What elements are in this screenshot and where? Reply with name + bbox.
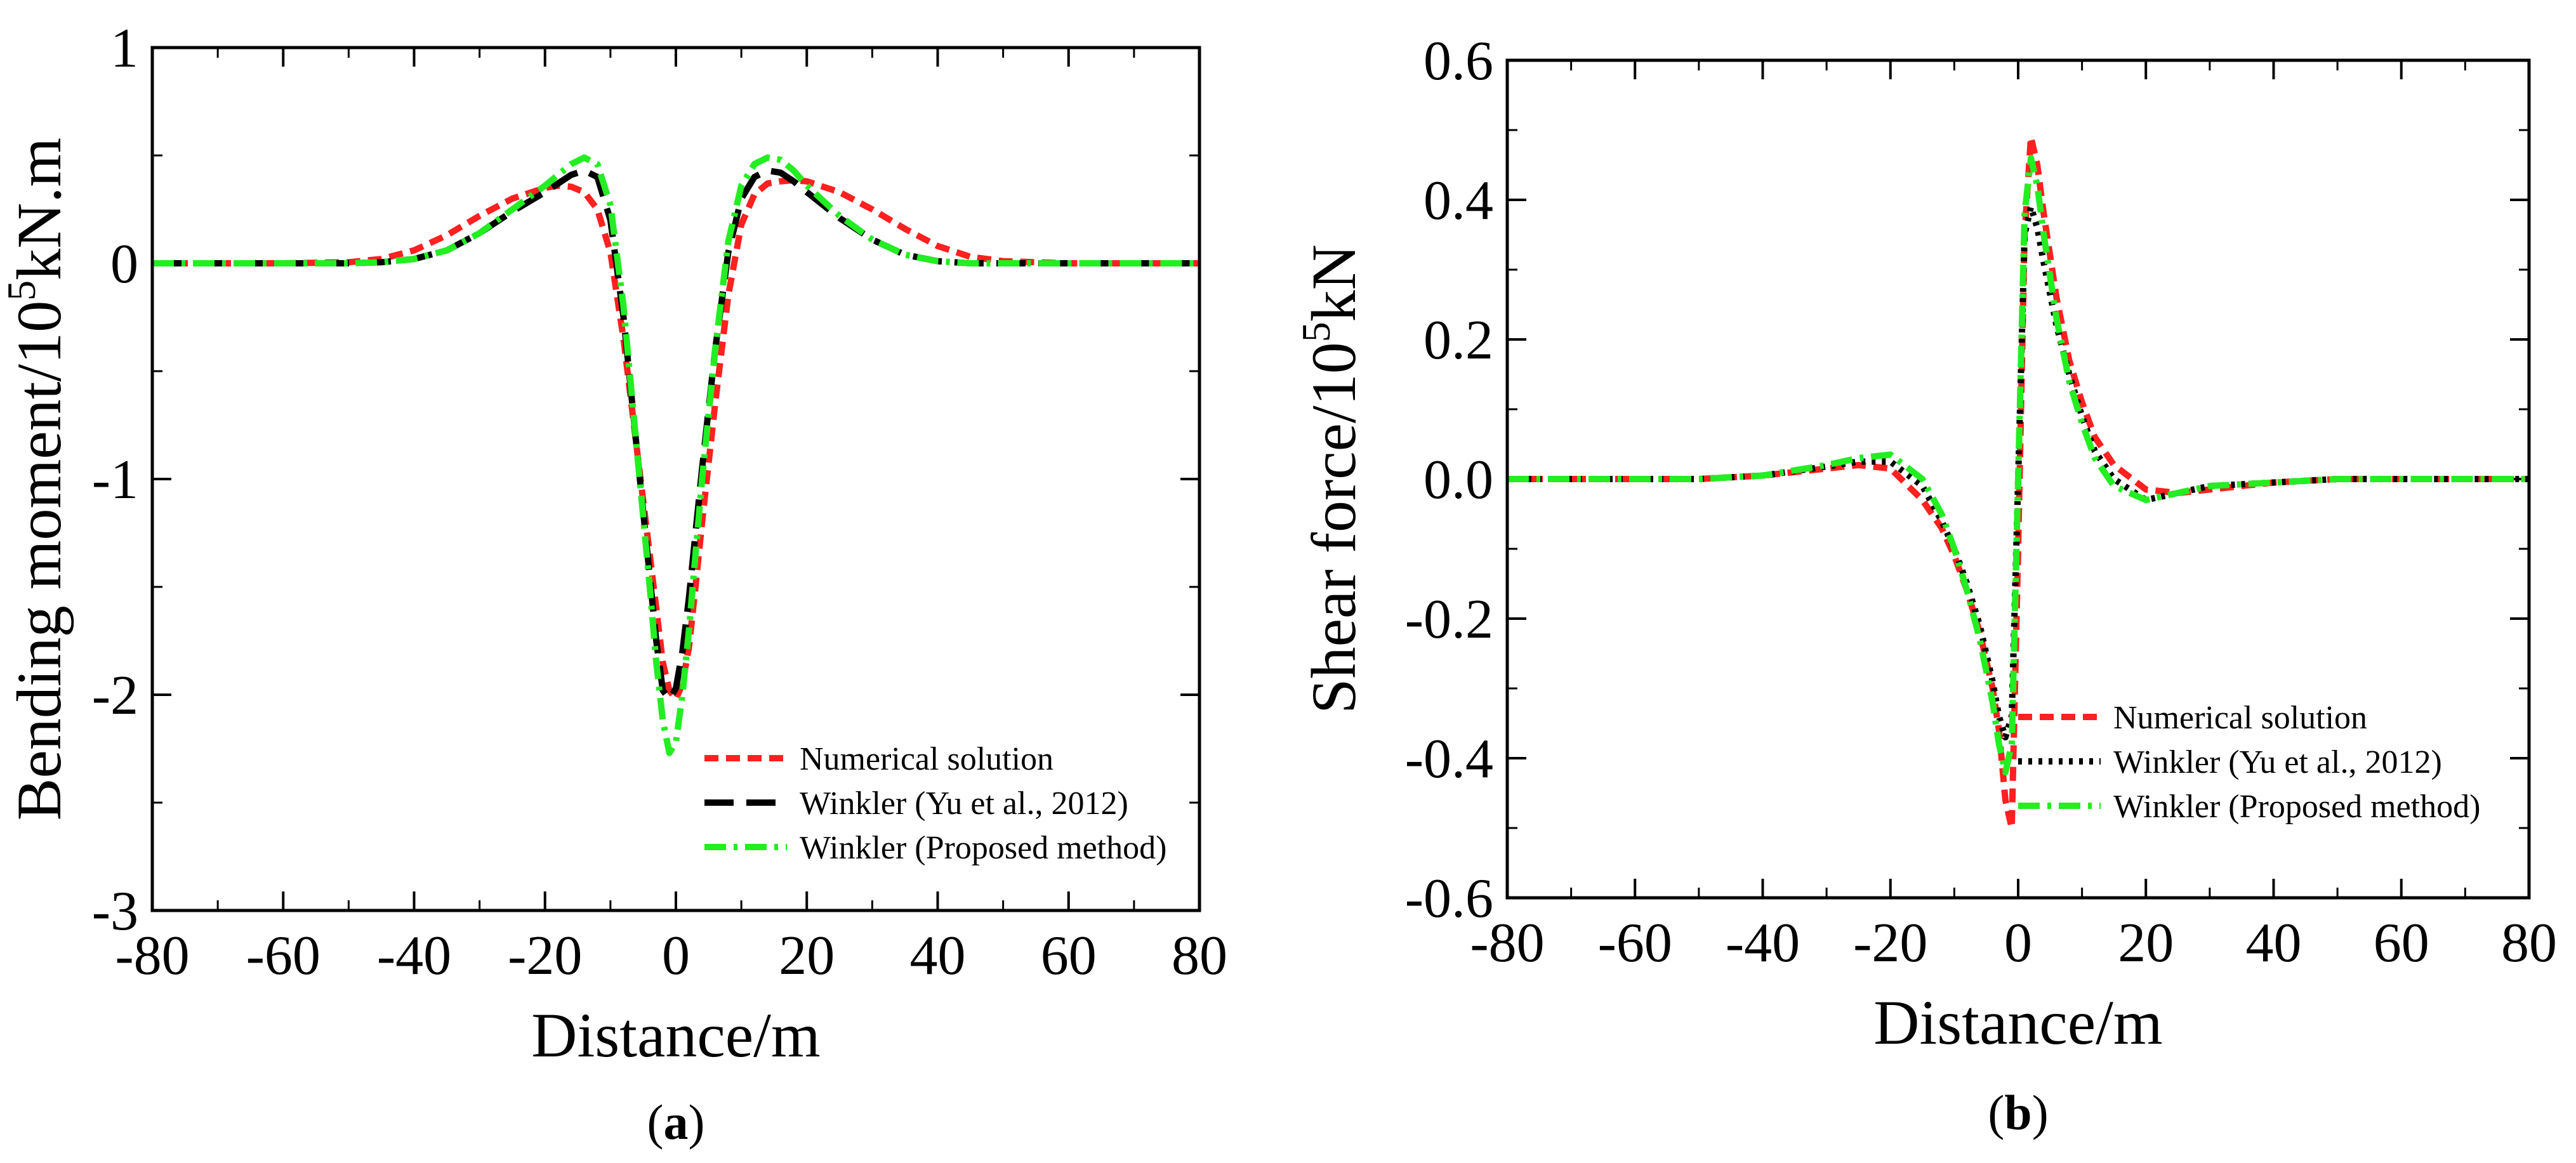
y-axis-title-sup: 5 (1293, 322, 1338, 342)
x-tick-label: 80 (2501, 912, 2557, 974)
x-tick-label: 40 (2246, 912, 2302, 974)
y-axis-title-sup: 5 (0, 280, 44, 301)
x-tick-label: 60 (1041, 925, 1097, 987)
series-line-yu (152, 167, 1199, 702)
y-axis-title-main: Bending moment/10 (4, 301, 74, 820)
legend-label: Winkler (Yu et al., 2012) (2113, 744, 2442, 780)
x-tick-label: -60 (246, 925, 320, 987)
y-axis-title-unit: kN.m (4, 138, 74, 280)
x-tick-label: -80 (1470, 912, 1544, 974)
legend-label: Winkler (Proposed method) (2113, 789, 2480, 825)
plot-frame (150, 46, 1201, 912)
y-axis-title-unit: kN (1298, 244, 1369, 322)
legend-label: Numerical solution (800, 741, 1054, 777)
series-line-proposed (1507, 155, 2529, 775)
plot-frame (1505, 58, 2531, 900)
y-tick-label: 0.0 (1423, 449, 1493, 511)
x-tick-label: 20 (779, 925, 835, 987)
y-tick-label: 1 (110, 18, 138, 79)
x-axis-title: Distance/m (531, 1000, 820, 1070)
x-tick-label: -40 (1726, 912, 1800, 974)
y-tick-label: 0.6 (1423, 30, 1493, 92)
series-group (152, 154, 1199, 756)
x-axis-title: Distance/m (1873, 987, 2162, 1058)
y-tick-label: 0.4 (1423, 170, 1493, 232)
x-tick-label: 60 (2374, 912, 2429, 974)
y-tick-label: -1 (92, 449, 138, 511)
series-line-proposed (152, 154, 1199, 756)
series-line-numerical (1507, 134, 2529, 831)
y-tick-label: -3 (92, 881, 138, 942)
x-tick-label: -40 (377, 925, 451, 987)
x-tick-label: 80 (1172, 925, 1227, 987)
series-group (1507, 134, 2529, 831)
x-tick-label: -20 (508, 925, 582, 987)
series-line-numerical (152, 177, 1199, 702)
chart-a-bending-moment: -80 -60 -40 -20 0 20 40 60 80 1 0 -1 -2 -3 Numerical s… (0, 18, 1227, 1150)
legend-label: Winkler (Proposed method) (800, 830, 1166, 866)
x-tick-label: 0 (2004, 912, 2032, 974)
y-tick-label: -0.4 (1405, 728, 1493, 790)
x-tick-label: -20 (1853, 912, 1927, 974)
y-tick-label: -0.2 (1405, 589, 1493, 650)
x-tick-label: -60 (1598, 912, 1672, 974)
y-axis-title-main: Shear force/10 (1298, 342, 1369, 714)
x-tick-label: 20 (2118, 912, 2174, 974)
subfigure-caption: (a) (647, 1094, 705, 1150)
x-tick-label: 40 (910, 925, 966, 987)
y-tick-label: 0 (110, 233, 138, 295)
y-axis-title: Bending moment/105kN.m (0, 138, 74, 820)
subfigure-caption: (b) (1988, 1085, 2048, 1140)
chart-b-shear-force: -80 -60 -40 -20 0 20 40 60 80 0.6 0.4 0.2 0.0 -0.2 -0.… (1293, 30, 2557, 1140)
x-tick-label: 0 (662, 925, 690, 987)
x-tick-label: -80 (115, 925, 189, 987)
y-tick-label: -0.6 (1405, 868, 1493, 930)
y-tick-label: -2 (92, 665, 138, 726)
y-axis-title: Shear force/105kN (1293, 244, 1369, 714)
y-tick-label: 0.2 (1423, 310, 1493, 371)
legend-label: Numerical solution (2113, 700, 2367, 736)
legend-label: Winkler (Yu et al., 2012) (800, 785, 1128, 822)
